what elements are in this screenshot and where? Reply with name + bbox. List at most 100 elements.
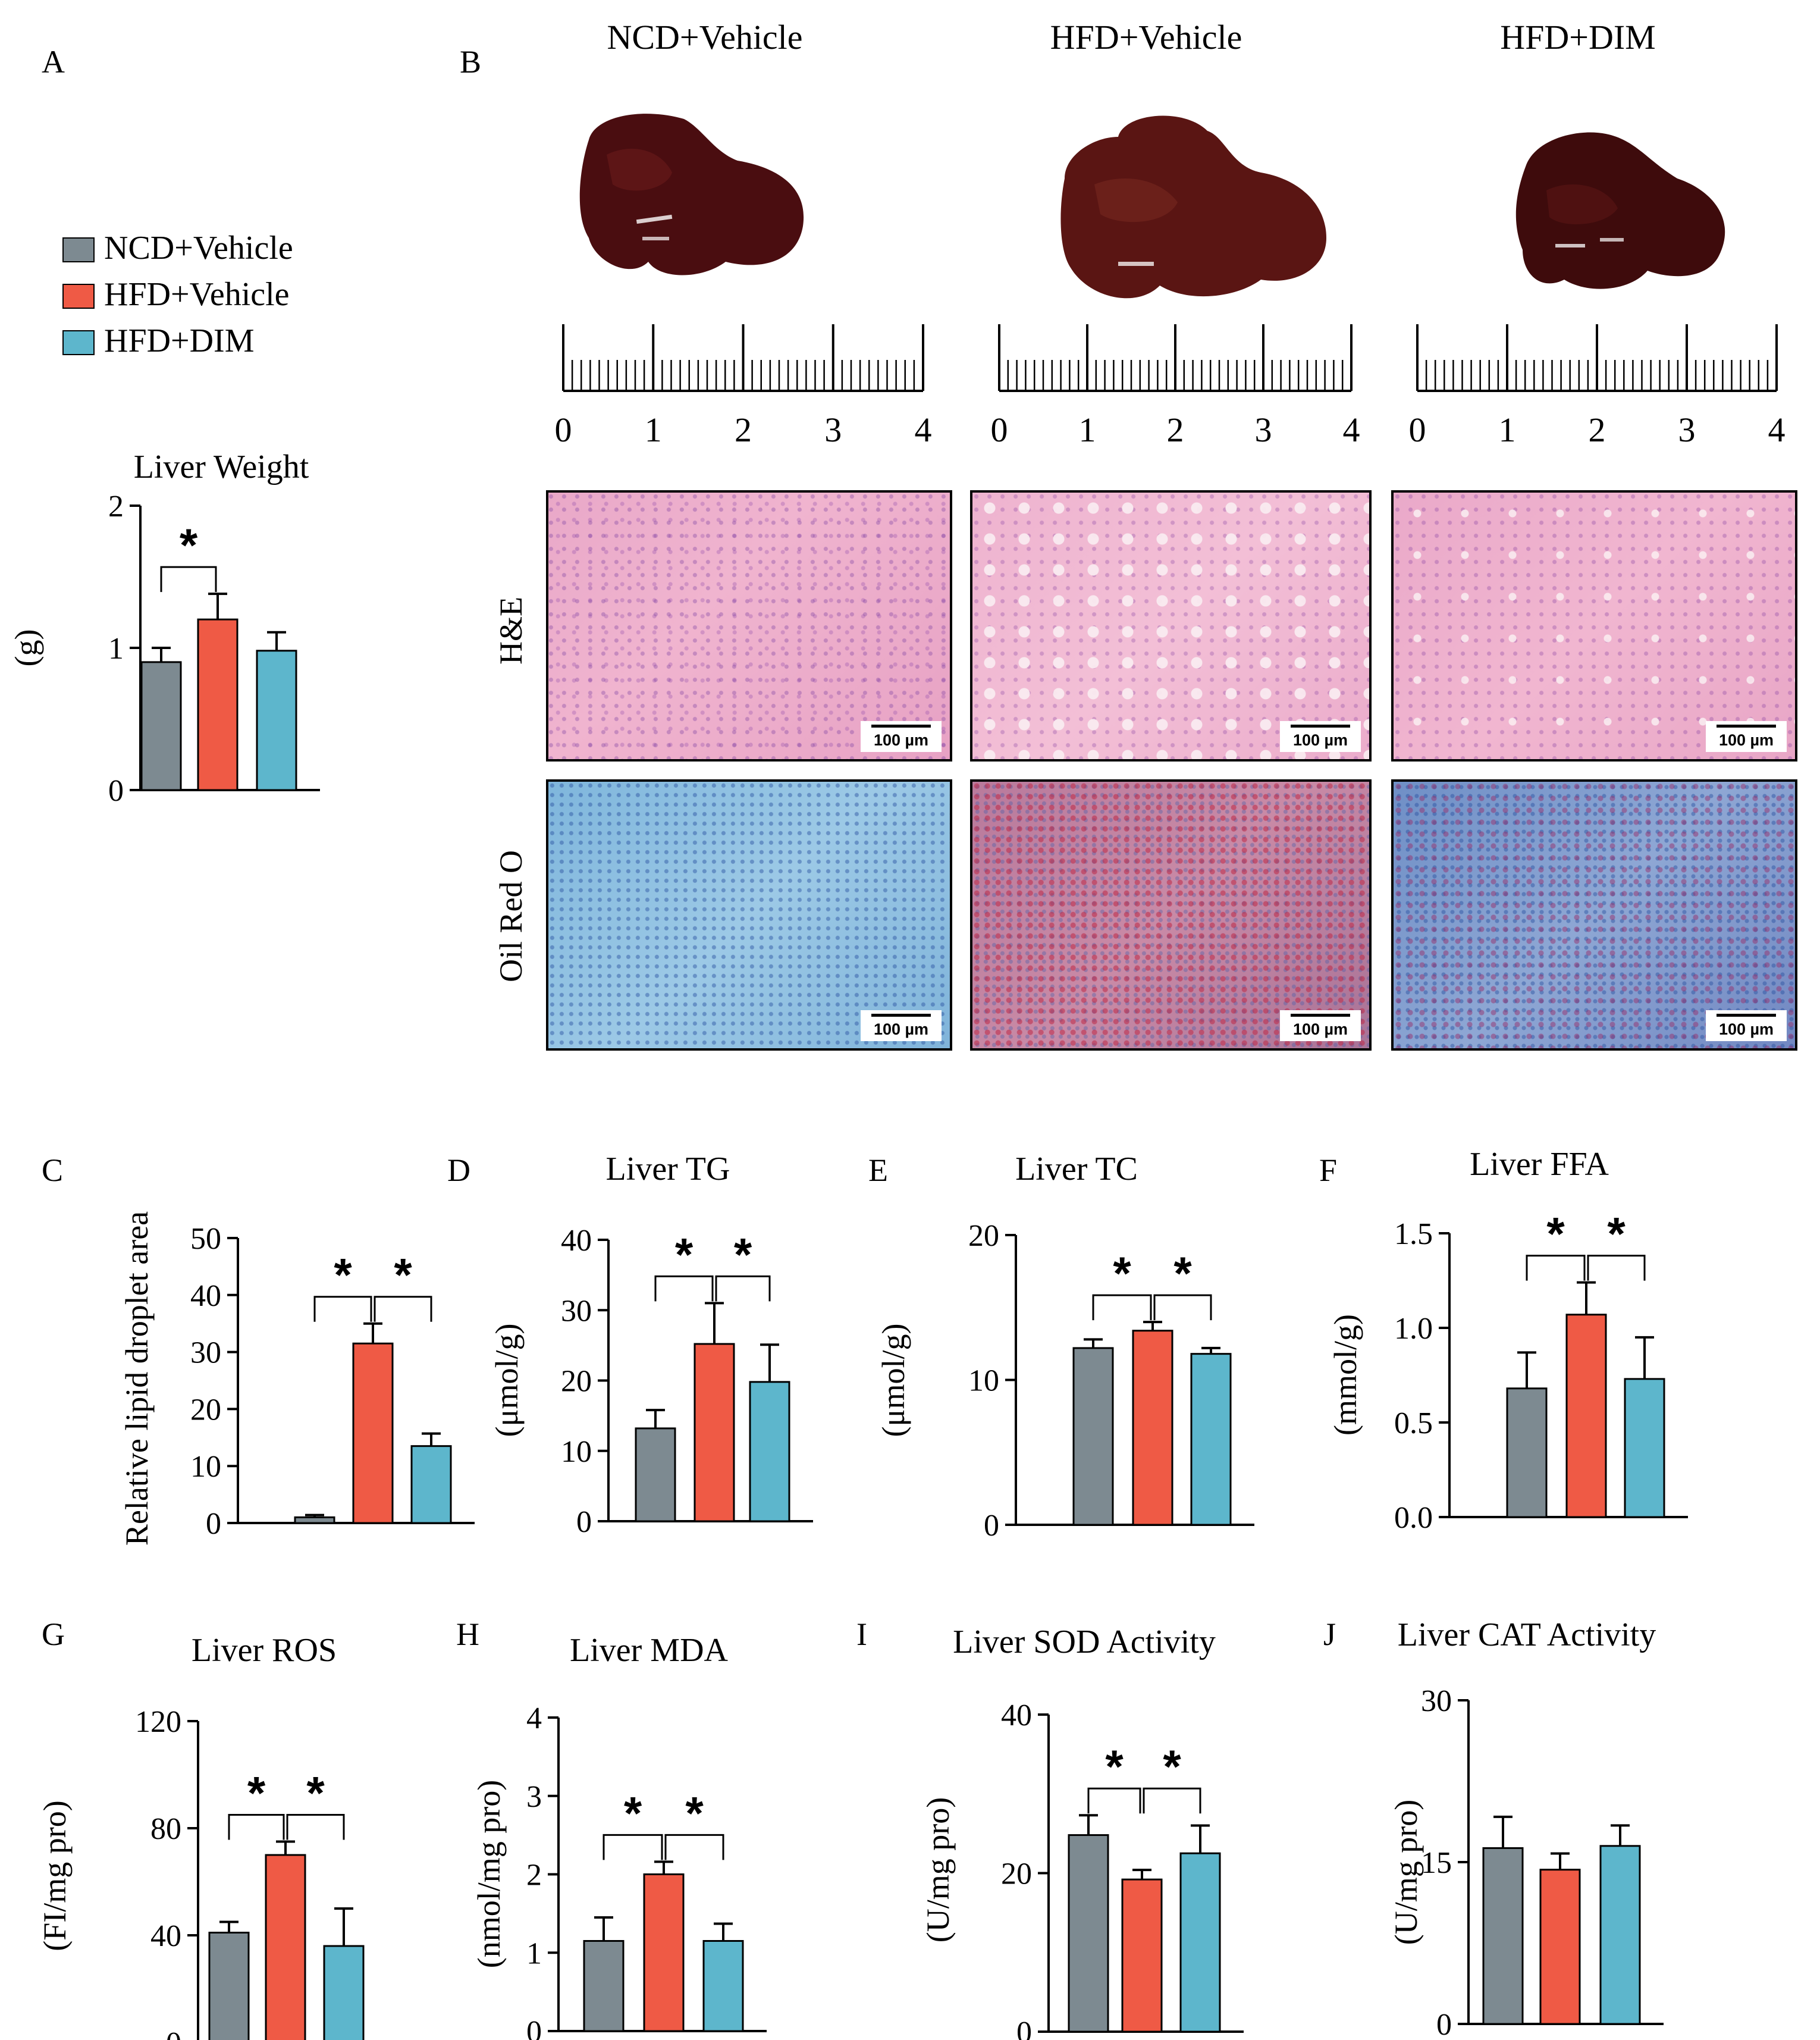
- scale-bar-label: 100 µm: [1718, 731, 1774, 749]
- bar-ncd: [294, 1516, 335, 1524]
- chart-title: Liver CAT Activity: [1398, 1616, 1656, 1653]
- row-label-oil-red-o: Oil Red O: [493, 850, 529, 982]
- y-tick-label: 40: [150, 1919, 181, 1953]
- legend: NCD+Vehicle HFD+Vehicle HFD+DIM: [62, 230, 293, 359]
- significance-bracket: [286, 1814, 345, 1840]
- y-tick-label: 0: [984, 1509, 999, 1543]
- y-tick-label: 30: [1421, 1684, 1452, 1718]
- significance-bracket: [1087, 1787, 1141, 1814]
- y-axis-label: (g): [8, 629, 44, 667]
- y-axis-label: (U/mg pro): [920, 1797, 956, 1942]
- y-tick-label: 1.0: [1394, 1312, 1433, 1346]
- y-tick-label: 30: [190, 1336, 221, 1370]
- chart-a: A Liver Weight (g) 0 1 2 *: [8, 44, 320, 808]
- significance-star: *: [1163, 1740, 1181, 1793]
- panel-letter: A: [42, 44, 65, 80]
- significance-star: *: [1173, 1247, 1192, 1299]
- scale-bar: 100 µm: [1706, 1010, 1787, 1041]
- significance-bracket: [228, 1814, 285, 1840]
- y-axis-label: (FI/mg pro): [37, 1800, 73, 1951]
- y-tick-label: 15: [1421, 1846, 1452, 1880]
- significance-star: *: [1607, 1208, 1626, 1260]
- y-axis-label: (nmol/mg pro): [471, 1780, 507, 1968]
- significance-star: *: [675, 1228, 694, 1280]
- significance-star: *: [394, 1249, 412, 1301]
- y-tick-label: 40: [190, 1279, 221, 1313]
- significance-bracket: [1143, 1787, 1201, 1814]
- bar-hfd: [352, 1342, 394, 1524]
- chart-j: J Liver CAT Activity (U/mg pro) 0 15 30: [1323, 1616, 1664, 2040]
- ruler-label: 0: [1409, 410, 1426, 449]
- panel-letter: I: [856, 1616, 867, 1652]
- ruler-label: 1: [645, 410, 662, 449]
- panel-letter: C: [42, 1152, 63, 1188]
- bar-dim: [702, 1939, 744, 2032]
- significance-star: *: [624, 1787, 642, 1839]
- scale-bar-label: 100 µm: [1292, 731, 1348, 749]
- scale-bar: 100 µm: [861, 721, 942, 752]
- bar-ncd: [583, 1939, 625, 2032]
- ruler-label: 0: [991, 410, 1008, 449]
- y-tick-label: 20: [561, 1365, 592, 1399]
- bar-hfd: [197, 618, 239, 791]
- y-tick-label: 0: [1016, 2016, 1032, 2040]
- ruler-label: 4: [1768, 410, 1786, 449]
- micrograph-he-dim: 100 µm: [1391, 490, 1797, 762]
- y-tick-label: 0.5: [1394, 1406, 1433, 1440]
- y-tick-label: 4: [526, 1701, 542, 1735]
- y-tick-label: 0: [576, 1505, 592, 1539]
- significance-bracket: [603, 1834, 663, 1860]
- panel-letter: G: [42, 1616, 65, 1652]
- bar-ncd: [1072, 1347, 1114, 1526]
- chart-title: Liver FFA: [1470, 1146, 1609, 1183]
- ruler-label: 0: [555, 410, 572, 449]
- significance-star: *: [306, 1767, 325, 1819]
- bar-hfd: [1539, 1869, 1581, 2025]
- column-header-ncd: NCD+Vehicle: [607, 18, 802, 57]
- significance-bracket: [160, 566, 217, 593]
- chart-title: Liver TC: [1015, 1151, 1138, 1187]
- ruler-label: 2: [1167, 410, 1184, 449]
- y-tick-label: 1.5: [1394, 1217, 1433, 1251]
- significance-bracket: [313, 1296, 372, 1322]
- significance-bracket: [1587, 1255, 1646, 1281]
- bar-hfd: [643, 1873, 685, 2032]
- significance-star: *: [180, 519, 198, 571]
- y-tick-label: 50: [190, 1222, 221, 1256]
- micrograph-he-ncd: 100 µm: [546, 490, 952, 762]
- row-label-he: H&E: [493, 597, 529, 665]
- y-tick-label: 2: [526, 1859, 542, 1892]
- bar-dim: [1179, 1852, 1221, 2033]
- scale-bar-label: 100 µm: [873, 1020, 929, 1038]
- bar-dim: [323, 1945, 365, 2040]
- rulers: 0 1 2 3 4 0 1 2 3 4 0 1 2 3 4: [555, 324, 1786, 449]
- legend-swatch-dim: [62, 330, 95, 355]
- scale-bar: 100 µm: [1280, 1010, 1361, 1041]
- bar-hfd: [1565, 1314, 1607, 1518]
- chart-title: Liver ROS: [192, 1632, 337, 1669]
- y-tick-label: 20: [1001, 1857, 1032, 1891]
- y-tick-label: 0: [108, 774, 124, 808]
- y-tick-label: 0.0: [1394, 1501, 1433, 1535]
- ruler-label: 3: [1678, 410, 1696, 449]
- liver-photo-ncd: [579, 114, 804, 275]
- legend-label-dim: HFD+DIM: [104, 322, 255, 359]
- chart-i: I Liver SOD Activity (U/mg pro) 0 20 40 * *: [856, 1616, 1244, 2040]
- bar-dim: [1599, 1845, 1641, 2025]
- significance-bracket: [1526, 1255, 1586, 1281]
- bar-ncd: [635, 1427, 676, 1522]
- significance-bracket: [1153, 1294, 1212, 1321]
- y-tick-label: 80: [150, 1812, 181, 1846]
- chart-f: F Liver FFA (mmol/g) 0.0 0.5 1.0 1.5 * *: [1319, 1146, 1688, 1535]
- legend-swatch-hfd: [62, 284, 95, 309]
- micrograph-he-hfd: 100 µm: [970, 490, 1372, 762]
- bar-hfd: [694, 1343, 735, 1522]
- bar-ncd: [1506, 1387, 1548, 1518]
- significance-star: *: [685, 1787, 704, 1839]
- y-tick-label: 20: [190, 1393, 221, 1427]
- ruler-label: 2: [1589, 410, 1606, 449]
- y-tick-label: 30: [561, 1294, 592, 1328]
- bar-dim: [1624, 1378, 1665, 1518]
- bar-ncd: [1482, 1847, 1524, 2025]
